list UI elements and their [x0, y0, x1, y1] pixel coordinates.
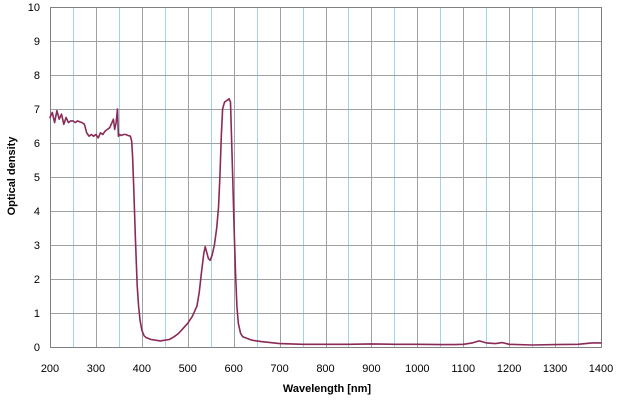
x-tick-label: 200: [41, 363, 59, 375]
plot-area-border: [50, 7, 602, 348]
x-tick-label: 600: [224, 363, 242, 375]
y-tick-label: 9: [34, 36, 40, 48]
x-tick-label: 1000: [405, 363, 429, 375]
y-tick-label: 10: [28, 2, 40, 14]
x-tick-label: 400: [133, 363, 151, 375]
y-tick-label: 8: [34, 70, 40, 82]
y-tick-label: 2: [34, 274, 40, 286]
y-tick-label: 4: [34, 206, 40, 218]
x-tick-label: 900: [362, 363, 380, 375]
y-tick-label: 0: [34, 342, 40, 354]
x-tick-label: 700: [270, 363, 288, 375]
series-layer: [49, 98, 602, 346]
x-tick-label: 1100: [451, 363, 475, 375]
y-tick-label: 5: [34, 172, 40, 184]
x-tick-label: 1200: [497, 363, 521, 375]
series-line-1: [49, 98, 602, 346]
x-tick-label: 500: [179, 363, 197, 375]
y-tick-labels: 0 1 2 3 4 5 6 7 8 9 10: [28, 2, 40, 354]
x-tick-label: 1400: [589, 363, 613, 375]
y-tick-label: 6: [34, 138, 40, 150]
y-tick-label: 3: [34, 240, 40, 252]
y-tick-label: 7: [34, 104, 40, 116]
x-axis-title: Wavelength [nm]: [283, 383, 372, 395]
x-tick-label: 800: [316, 363, 334, 375]
x-tick-labels: 200 300 400 500 600 700 800 900 1000 1100 1200 1300…: [41, 363, 613, 375]
x-tick-label: 300: [87, 363, 105, 375]
y-tick-label: 1: [34, 308, 40, 320]
y-axis-title: Optical density: [6, 136, 18, 216]
x-tick-label: 1300: [543, 363, 567, 375]
